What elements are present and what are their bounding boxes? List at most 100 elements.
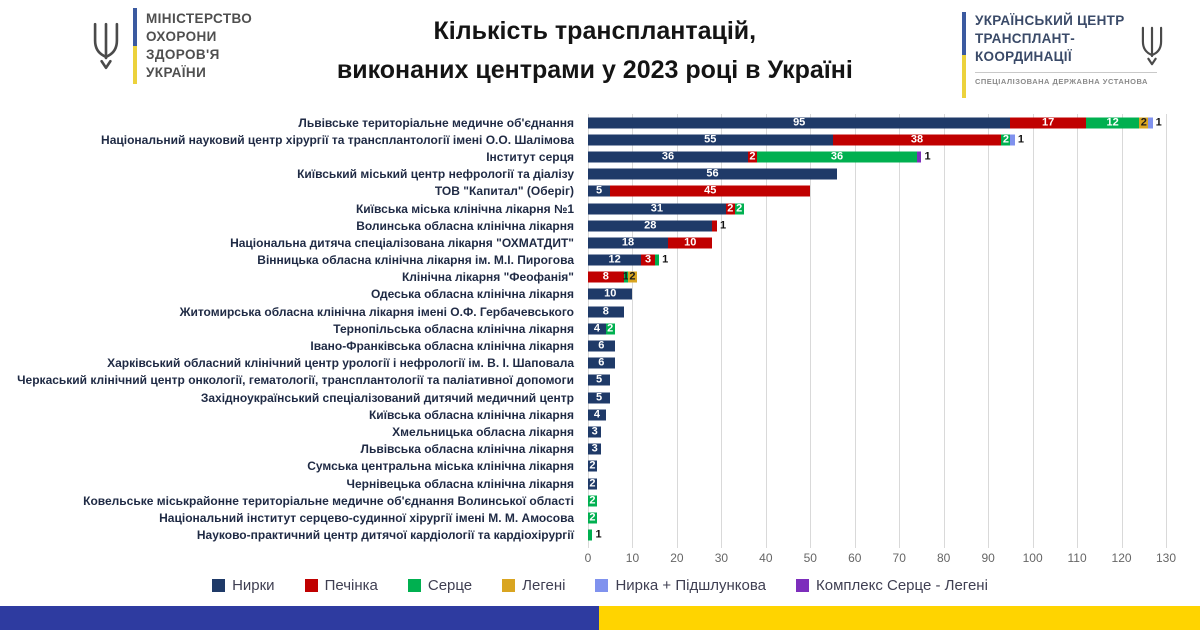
segment-value: 31: [650, 202, 664, 215]
segment-value: 12: [608, 253, 621, 266]
legend-label: Нирка + Підшлункова: [615, 577, 766, 594]
gridline: [1032, 114, 1034, 548]
bar-segment: 10: [668, 237, 713, 249]
bar-segment: 4: [588, 323, 606, 335]
bar-row: Харківський обласний клінічний центр уро…: [0, 355, 1166, 372]
ministry-logo-text: МІНІСТЕРСТВО ОХОРОНИ ЗДОРОВ'Я УКРАЇНИ: [146, 10, 252, 81]
bar-track: 2: [588, 458, 1166, 475]
bar-segment: [1010, 134, 1015, 146]
bar-segment: 2: [734, 203, 744, 215]
bar-segment: 31: [588, 202, 726, 215]
category-label: Львівська обласна клінічна лікарня: [360, 442, 574, 457]
x-tick-label: 100: [1022, 551, 1043, 565]
bar-segment: 2: [588, 459, 597, 472]
bar-row: Львівське територіальне медичне об'єднан…: [0, 114, 1166, 131]
gridline: [988, 114, 990, 548]
segment-value: 5: [596, 373, 603, 386]
bar-track: 5 45: [588, 183, 1166, 200]
title-line-2: виконаних центрами у 2023 році в Україні: [336, 55, 853, 84]
bar-segment: 5: [588, 185, 611, 197]
legend-label: Печінка: [324, 577, 378, 594]
x-tick-label: 50: [803, 551, 817, 565]
segment-value: 45: [704, 184, 717, 197]
gridline: [1121, 114, 1123, 548]
segment-value: 55: [704, 133, 717, 146]
chart-gridlines: [588, 114, 1167, 548]
segment-value: 3: [591, 442, 598, 455]
legend-swatch: [212, 579, 226, 592]
segment-value-outside: 1: [1155, 116, 1162, 129]
bar-row: Інститут серця 36 2 36 1: [0, 148, 1166, 165]
bar-track: 4: [588, 406, 1166, 423]
flag-blue: [962, 12, 966, 55]
segment-value: 6: [598, 356, 605, 369]
page-title: Кількість трансплантацій, виконаних цент…: [337, 12, 853, 90]
segment-value: 2: [589, 511, 596, 524]
segment-value: 8: [602, 305, 609, 318]
bar-row: Чернівецька обласна клінічна лікарня 2: [0, 475, 1166, 492]
flag-blue: [133, 8, 137, 46]
legend-label: Нирки: [232, 577, 275, 594]
segment-value: 2: [629, 270, 636, 283]
bar-track: 12 3 1: [588, 252, 1166, 269]
bar-track: 1: [588, 527, 1166, 544]
segment-value: 95: [793, 116, 806, 129]
legend-label: Комплекс Серце - Легені: [816, 577, 988, 594]
category-label: Клінічна лікарня "Феофанія": [401, 270, 574, 285]
x-tick-label: 60: [848, 551, 862, 565]
bar-segment: 3: [641, 254, 655, 266]
bar-track: 3: [588, 423, 1166, 440]
footer-flag-blue: [0, 606, 599, 630]
segment-value: 18: [621, 236, 635, 249]
category-label: Волинська обласна клінічна лікарня: [356, 218, 574, 233]
x-tick-label: 0: [584, 551, 592, 565]
ministry-line: ОХОРОНИ: [146, 29, 217, 45]
bar-segment: 5: [588, 392, 611, 404]
x-tick-label: 90: [981, 551, 995, 565]
bar-segment: 6: [588, 356, 615, 369]
bar-segment: 12: [588, 253, 642, 266]
bar-row: Київський міський центр нефрології та ді…: [0, 166, 1166, 183]
x-tick-label: 20: [670, 551, 684, 565]
bar-row: Хмельницька обласна лікарня 3: [0, 423, 1166, 440]
bar-segment: 8: [588, 305, 624, 318]
bar-rows: Львівське територіальне медичне об'єднан…: [0, 114, 1166, 544]
x-tick-label: 110: [1067, 551, 1087, 565]
category-label: Черкаський клінічний центр онкології, ге…: [17, 373, 574, 388]
bar-segment: 2: [725, 203, 735, 215]
uctc-line: КООРДИНАЦІЇ: [975, 49, 1072, 65]
segment-value: 38: [910, 133, 924, 146]
category-label: Науково-практичний центр дитячої кардіол…: [196, 528, 574, 543]
bar-track: 5: [588, 389, 1166, 406]
legend-swatch: [407, 579, 421, 592]
segment-value: 56: [706, 167, 719, 180]
bar-row: Науково-практичний центр дитячої кардіол…: [0, 527, 1166, 544]
bar-segment: 2: [588, 511, 597, 524]
segment-value: 2: [589, 459, 596, 472]
bar-segment: 2: [628, 270, 637, 283]
legend: Нирки Печінка Серце Легені Нирка + Підшлунко…: [0, 577, 1200, 594]
segment-value: 2: [749, 150, 756, 163]
category-label: Ковельське міськрайонне територіальне ме…: [83, 493, 574, 508]
x-tick-label: 10: [625, 551, 640, 565]
bar-row: Ковельське міськрайонне територіальне ме…: [0, 492, 1166, 509]
bar-track: 18 10: [588, 234, 1166, 251]
x-axis: 0 10 20 30 40 50 60 70 80 90 100 110 120 130: [584, 551, 1176, 567]
gridline: [632, 114, 634, 548]
x-tick-label: 120: [1111, 551, 1132, 565]
category-label: Харківський обласний клінічний центр уро…: [107, 356, 574, 371]
bar-track: 2: [588, 509, 1166, 526]
category-label: Тернопільська обласна клінічна лікарня: [333, 321, 574, 336]
category-label: Одеська обласна клінічна лікарня: [370, 287, 574, 302]
category-label: Вінницька обласна клінічна лікарня ім. М…: [257, 253, 574, 268]
bar-row: Національний інститут серцево-судинної х…: [0, 509, 1166, 526]
divider: [975, 71, 1157, 73]
legend-item: Нирки: [212, 577, 275, 594]
bar-row: Національна дитяча спеціалізована лікарн…: [0, 234, 1166, 251]
bar-track: 8: [588, 303, 1166, 320]
legend-item: Легені: [502, 577, 565, 594]
bar-segment: [712, 220, 717, 232]
segment-value: 12: [1106, 116, 1119, 129]
